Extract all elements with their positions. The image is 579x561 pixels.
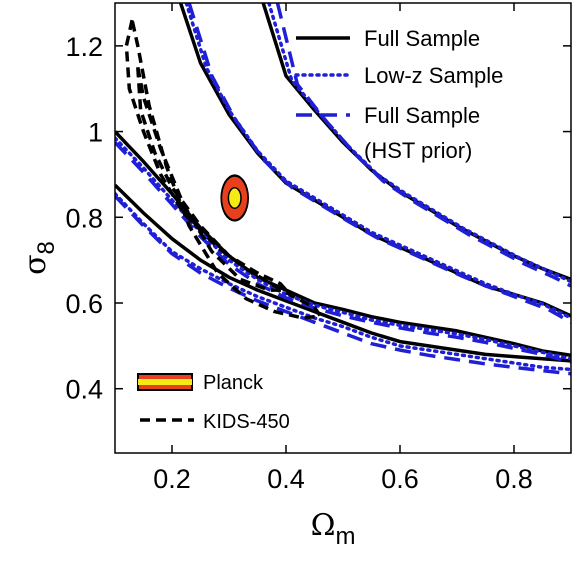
x-tick-label: 0.2 — [153, 464, 191, 494]
legend-top: Full Sample Low-z Sample Full Sample (HS… — [294, 26, 503, 163]
svg-text:σ8: σ8 — [18, 241, 60, 275]
legend-label-hst: Full Sample — [364, 103, 480, 128]
contour-kids-450-1 — [136, 66, 288, 292]
contour-full-sample-0 — [115, 183, 571, 363]
legend-planck-swatch-inner — [138, 379, 192, 385]
x-tick-label: 0.8 — [495, 464, 533, 494]
legend-label-full-sample: Full Sample — [364, 26, 480, 51]
contour-kids-450-0 — [124, 19, 322, 320]
planck-1sigma — [228, 187, 241, 209]
svg-text:Ωm: Ωm — [311, 508, 356, 550]
planck-ellipse — [220, 174, 249, 222]
contour-full-sample-1 — [115, 130, 571, 358]
axis-subscript: 8 — [33, 241, 60, 254]
contour-low-z-sample-0 — [115, 191, 571, 372]
x-tick-label: 0.4 — [267, 464, 305, 494]
contour-full-sample-hst-prior--3 — [275, 3, 571, 288]
axis-subscript: m — [335, 523, 355, 550]
legend-label-hst-line2: (HST prior) — [364, 138, 472, 163]
y-tick-label: 1.2 — [65, 32, 103, 62]
plot-frame — [114, 2, 572, 454]
y-tick-label: 0.4 — [65, 375, 103, 405]
y-tick-label: 0.6 — [65, 289, 103, 319]
legend-bottom: Planck KIDS-450 — [137, 372, 290, 433]
y-tick-label: 1 — [88, 118, 103, 148]
legend-label-low-z: Low-z Sample — [364, 63, 503, 88]
axis-ticks: 0.2 0.4 0.6 0.8 0.4 0.6 0.8 1 1.2 — [65, 3, 571, 494]
contour-full-sample-hst-prior--2 — [187, 3, 571, 324]
x-tick-label: 0.6 — [381, 464, 419, 494]
x-axis-title: Ωm — [311, 508, 356, 550]
planck-core-ring — [227, 186, 242, 210]
legend-label-kids: KIDS-450 — [203, 411, 290, 433]
legend-label-planck: Planck — [203, 372, 264, 394]
y-axis-title: σ8 — [18, 241, 60, 275]
contour-full-sample-hst-prior--0 — [115, 194, 571, 376]
x-axis-title-text: Ω — [311, 508, 336, 543]
contours-layer — [115, 3, 571, 376]
y-tick-label: 0.8 — [65, 203, 103, 233]
y-axis-title-text: σ — [18, 254, 53, 274]
